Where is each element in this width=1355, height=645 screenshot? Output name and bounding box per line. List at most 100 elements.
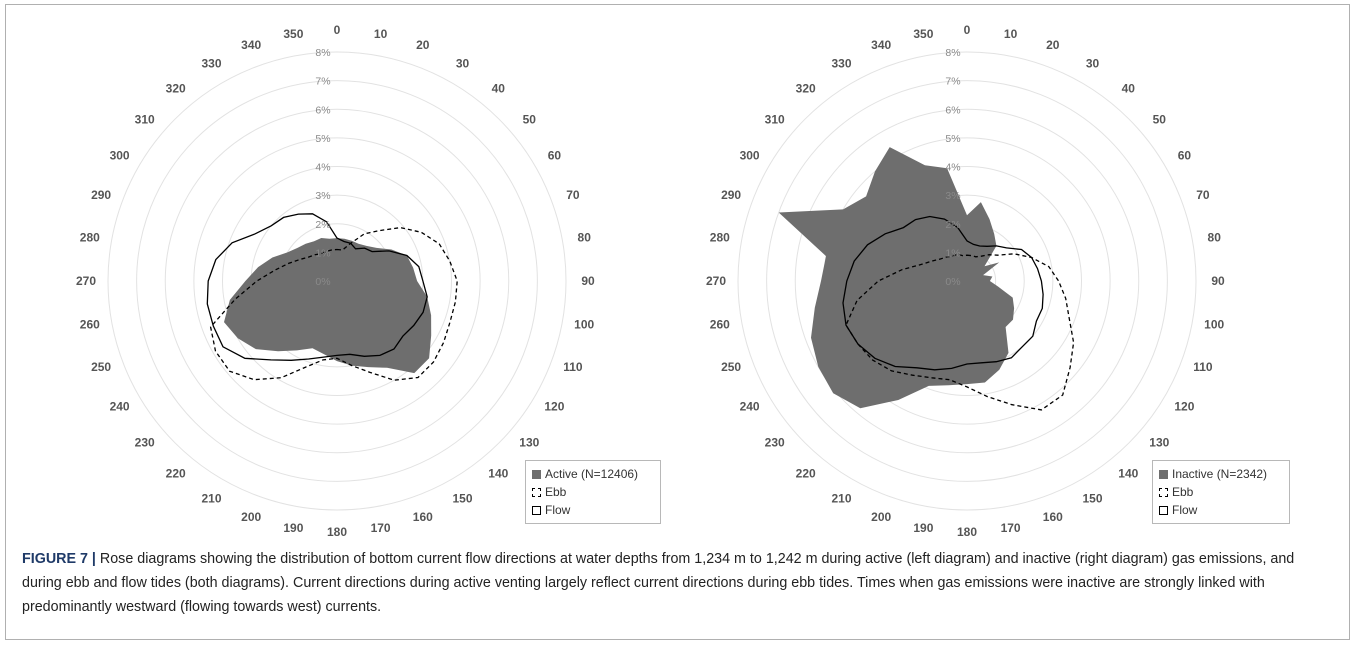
radial-tick-label: 5% <box>945 133 960 145</box>
legend-label: Ebb <box>545 485 567 499</box>
angle-tick-label: 50 <box>1153 113 1167 127</box>
legend-entry-active: Active (N=12406) <box>532 465 654 483</box>
legend-inactive: Inactive (N=2342) Ebb Flow <box>1152 460 1290 524</box>
angle-tick-label: 0 <box>964 23 971 37</box>
angle-tick-label: 240 <box>740 400 760 414</box>
angle-tick-label: 340 <box>241 38 261 52</box>
angle-tick-label: 330 <box>201 57 221 71</box>
series-flow <box>842 215 1044 371</box>
angle-tick-label: 10 <box>374 27 388 41</box>
rose-diagram-active: 0% 1% 2% 3% 4% 5% 6% 7% 8% 0 10 20 30 40 50 60 70 80 90 100… <box>76 23 595 539</box>
angle-tick-label: 310 <box>765 113 785 127</box>
angle-tick-label: 240 <box>110 400 130 414</box>
radial-tick-label: 8% <box>315 47 330 59</box>
angle-tick-label: 190 <box>913 521 933 535</box>
radial-tick-label: 2% <box>315 219 330 231</box>
angle-tick-label: 20 <box>1046 38 1060 52</box>
angle-tick-label: 130 <box>519 435 539 449</box>
angle-tick-label: 180 <box>957 525 977 539</box>
legend-entry-ebb: Ebb <box>1159 483 1283 501</box>
angle-tick-label: 300 <box>110 149 130 163</box>
angle-tick-label: 210 <box>831 491 851 505</box>
angle-tick-label: 130 <box>1149 435 1169 449</box>
radial-tick-label: 4% <box>945 162 960 174</box>
angle-tick-label: 160 <box>413 510 433 524</box>
angle-tick-label: 230 <box>135 435 155 449</box>
angle-tick-label: 90 <box>1211 274 1225 288</box>
radial-tick-label: 7% <box>315 76 330 88</box>
legend-entry-inactive: Inactive (N=2342) <box>1159 465 1283 483</box>
angle-tick-label: 260 <box>710 318 730 332</box>
radial-tick-label: 1% <box>945 247 960 259</box>
radial-tick-label: 6% <box>315 104 330 116</box>
angle-tick-label: 30 <box>456 57 470 71</box>
series-ebb <box>209 226 458 381</box>
angle-tick-label: 140 <box>1118 466 1138 480</box>
angle-tick-label: 230 <box>765 435 785 449</box>
radial-tick-label: 2% <box>945 219 960 231</box>
figure-frame <box>5 4 1350 640</box>
caption-text: Rose diagrams showing the distribution o… <box>22 551 1295 615</box>
angle-tick-label: 250 <box>721 360 741 374</box>
angle-tick-label: 200 <box>241 510 261 524</box>
angle-tick-label: 310 <box>135 113 155 127</box>
angle-tick-label: 320 <box>166 82 186 96</box>
series-flow <box>206 213 428 361</box>
legend-active: Active (N=12406) Ebb Flow <box>525 460 661 524</box>
angle-tick-label: 270 <box>76 274 96 288</box>
solid-swatch-icon <box>1159 505 1168 515</box>
angle-tick-label: 70 <box>1196 188 1210 202</box>
grid-ring <box>737 51 1197 511</box>
rose-diagram-inactive: 0% 1% 2% 3% 4% 5% 6% 7% 8% 0 10 20 30 40 50 60 70 80 90 100… <box>706 23 1225 539</box>
angle-tick-label: 190 <box>283 521 303 535</box>
angle-tick-label: 110 <box>563 360 583 374</box>
grid-ring <box>164 108 510 454</box>
angle-tick-label: 180 <box>327 525 347 539</box>
radial-grid <box>737 51 1197 511</box>
angle-tick-label: 100 <box>1204 318 1224 332</box>
radial-tick-label: 1% <box>315 247 330 259</box>
angle-tick-label: 340 <box>871 38 891 52</box>
grid-ring <box>107 51 567 511</box>
angle-tick-label: 270 <box>706 274 726 288</box>
angle-tick-label: 50 <box>523 113 537 127</box>
radial-tick-label: 5% <box>315 133 330 145</box>
grid-ring <box>222 166 452 396</box>
angle-tick-label: 150 <box>452 491 472 505</box>
legend-entry-ebb: Ebb <box>532 483 654 501</box>
legend-entry-flow: Flow <box>1159 501 1283 519</box>
angle-tick-label: 290 <box>721 188 741 202</box>
radial-tick-label: 7% <box>945 76 960 88</box>
radial-tick-label: 0% <box>945 276 960 288</box>
grid-ring <box>136 80 538 482</box>
grid-ring <box>193 137 481 425</box>
angle-tick-label: 30 <box>1086 57 1100 71</box>
figure-caption: FIGURE 7 | Rose diagrams showing the dis… <box>22 547 1332 619</box>
angle-tick-label: 250 <box>91 360 111 374</box>
angle-tick-label: 220 <box>166 466 186 480</box>
angle-tick-label: 280 <box>710 230 730 244</box>
angle-tick-label: 140 <box>488 466 508 480</box>
dashed-swatch-icon <box>1159 487 1168 497</box>
angle-tick-label: 120 <box>1174 400 1194 414</box>
angle-tick-label: 350 <box>283 27 303 41</box>
angle-tick-label: 320 <box>796 82 816 96</box>
fill-swatch-icon <box>532 469 541 479</box>
angle-tick-label: 200 <box>871 510 891 524</box>
angle-tick-label: 80 <box>578 230 592 244</box>
angle-tick-label: 300 <box>740 149 760 163</box>
angle-tick-label: 60 <box>1178 149 1192 163</box>
figure-label: FIGURE 7 | <box>22 551 96 567</box>
angle-tick-label: 90 <box>581 274 595 288</box>
angle-tick-label: 160 <box>1043 510 1063 524</box>
angle-tick-label: 350 <box>913 27 933 41</box>
rose-diagrams: 0% 1% 2% 3% 4% 5% 6% 7% 8% 0 10 20 30 40 50 60 70 80 90 100… <box>76 23 1225 539</box>
series-ebb <box>845 253 1075 411</box>
angle-tick-label: 120 <box>544 400 564 414</box>
angle-tick-label: 40 <box>492 82 506 96</box>
radial-tick-label: 3% <box>945 190 960 202</box>
angle-tick-label: 330 <box>831 57 851 71</box>
legend-label: Active (N=12406) <box>545 467 639 481</box>
angle-tick-label: 70 <box>566 188 580 202</box>
angle-tick-label: 150 <box>1082 491 1102 505</box>
